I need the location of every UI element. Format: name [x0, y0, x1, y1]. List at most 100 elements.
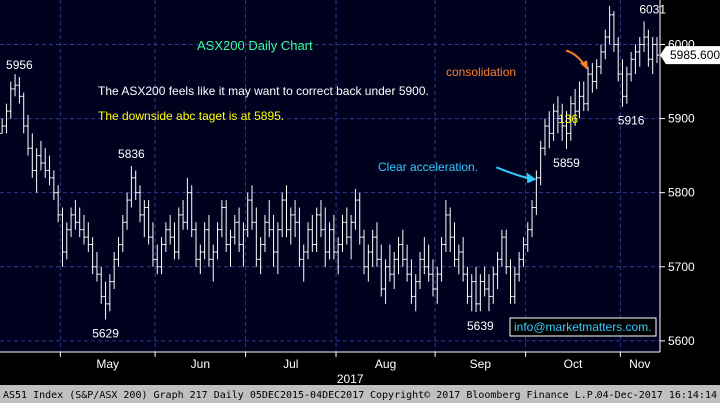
- price-bar: [194, 222, 199, 267]
- price-bar: [491, 266, 496, 304]
- price-bar: [452, 222, 457, 267]
- price-bar: [215, 222, 220, 260]
- price-bar: [564, 111, 569, 149]
- price-bar: [353, 188, 358, 230]
- price-bar: [271, 214, 276, 267]
- price-bar: [228, 229, 233, 267]
- price-bar: [288, 207, 293, 245]
- price-bar: [237, 207, 242, 252]
- consolidation-arrowhead: [580, 60, 589, 71]
- last-price-marker: [660, 46, 720, 65]
- price-bar: [77, 207, 82, 238]
- price-bar: [297, 207, 302, 267]
- price-bar: [560, 103, 565, 141]
- price-bar: [430, 259, 435, 297]
- price-bar: [116, 237, 121, 267]
- price-bar: [206, 214, 211, 267]
- price-bar: [112, 251, 117, 290]
- price-bar: [26, 114, 31, 156]
- price-bar: [189, 185, 194, 238]
- price-bar: [4, 103, 9, 134]
- y-tick-label: 5800: [668, 186, 695, 200]
- price-annotation: 5836: [118, 147, 145, 161]
- footer-timestamp: 04-Dec-2017 16:14:14: [597, 390, 717, 401]
- price-bar: [426, 244, 431, 282]
- price-bar: [202, 222, 207, 260]
- price-bar: [306, 222, 311, 260]
- price-bar: [69, 207, 74, 238]
- price-bar: [366, 244, 371, 282]
- x-tick-label: Jun: [191, 357, 210, 371]
- price-bar: [323, 207, 328, 267]
- y-tick-label: 5600: [668, 334, 695, 348]
- price-bar: [125, 192, 130, 230]
- price-bar: [258, 237, 263, 275]
- price-bar: [344, 207, 349, 245]
- price-bar: [443, 200, 448, 252]
- price-bar: [254, 207, 259, 267]
- price-bar: [542, 118, 547, 156]
- price-bar: [86, 222, 91, 252]
- price-bar: [478, 274, 483, 312]
- price-bar: [107, 274, 112, 312]
- price-bar: [241, 222, 246, 267]
- price-bar: [90, 237, 95, 275]
- price-bar: [568, 96, 573, 141]
- price-bar: [73, 200, 78, 230]
- price-bar: [413, 274, 418, 312]
- price-bar: [280, 192, 285, 238]
- last-price-label: 5985.600: [660, 46, 720, 65]
- price-bar: [211, 244, 216, 282]
- price-bar: [13, 74, 18, 97]
- price-bar: [17, 77, 22, 104]
- price-bar: [387, 244, 392, 282]
- price-bar: [633, 44, 638, 75]
- price-bar: [357, 192, 362, 245]
- price-bar: [418, 251, 423, 290]
- price-bar: [0, 118, 5, 134]
- price-bar: [482, 266, 487, 297]
- price-bar: [405, 244, 410, 282]
- website-link[interactable]: info@marketmatters.com.: [514, 320, 652, 334]
- price-bar: [616, 37, 621, 82]
- price-bar: [43, 148, 48, 178]
- price-bar: [624, 66, 629, 104]
- price-bar: [598, 44, 603, 75]
- price-bar: [461, 237, 466, 282]
- price-bar: [38, 140, 43, 171]
- price-bar: [383, 259, 388, 304]
- price-bar: [392, 251, 397, 290]
- price-bar: [504, 229, 509, 275]
- price-bar: [331, 214, 336, 260]
- price-bar: [611, 11, 616, 52]
- price-bar: [349, 214, 354, 260]
- price-bar: [469, 274, 474, 312]
- commentary-note: The ASX200 feels like it may want to cor…: [98, 84, 429, 98]
- price-bar: [400, 229, 405, 267]
- price-bar: [590, 62, 595, 93]
- price-annotation: 6052: [605, 0, 632, 1]
- price-bar: [219, 200, 224, 238]
- price-bar: [232, 214, 237, 245]
- price-bar: [594, 59, 599, 89]
- price-bar: [512, 266, 517, 304]
- price-bar: [439, 237, 444, 282]
- x-tick-label: Oct: [564, 357, 583, 371]
- price-bar: [82, 214, 87, 245]
- price-bar: [396, 237, 401, 275]
- price-annotation: 5629: [92, 326, 119, 340]
- price-bar: [525, 222, 530, 252]
- price-bar: [275, 222, 280, 275]
- price-bar: [422, 237, 427, 275]
- year-label: 2017: [337, 372, 364, 386]
- price-bar: [534, 170, 539, 215]
- price-bar: [129, 165, 134, 208]
- website-box[interactable]: info@marketmatters.com.: [509, 317, 657, 337]
- price-bar: [21, 92, 26, 134]
- acceleration-note: Clear acceleration.: [378, 160, 478, 174]
- price-bar: [499, 229, 504, 267]
- price-bar: [409, 259, 414, 304]
- price-bar: [172, 222, 177, 260]
- gridlines: [0, 0, 660, 352]
- price-bar: [168, 214, 173, 245]
